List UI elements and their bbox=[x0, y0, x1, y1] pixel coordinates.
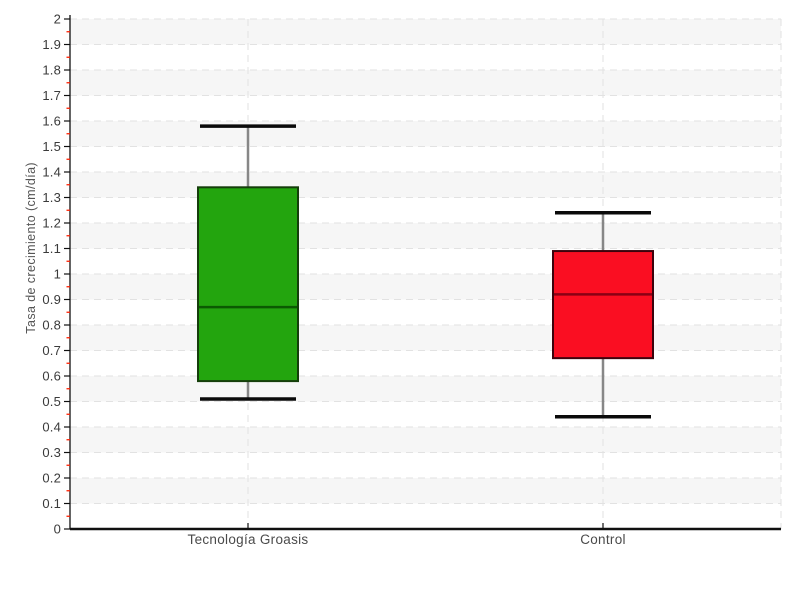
plot-band bbox=[70, 427, 781, 453]
plot-band bbox=[70, 121, 781, 147]
y-tick-label: 0.1 bbox=[42, 496, 61, 511]
y-tick-label: 0.3 bbox=[42, 445, 61, 460]
plot-band bbox=[70, 274, 781, 300]
plot-band bbox=[70, 325, 781, 351]
y-tick-label: 0.4 bbox=[42, 420, 61, 435]
y-tick-label: 0 bbox=[54, 522, 61, 537]
y-tick-label: 0.5 bbox=[42, 394, 61, 409]
y-tick-label: 0.2 bbox=[42, 471, 61, 486]
y-axis-title: Tasa de crecimiento (cm/día) bbox=[24, 162, 38, 334]
y-tick-label: 1.6 bbox=[42, 114, 61, 129]
y-tick-label: 0.9 bbox=[42, 292, 61, 307]
box-tecnolog-a-groasis bbox=[197, 186, 299, 383]
y-tick-label: 2 bbox=[54, 12, 61, 27]
x-category-label-tecnologia-groasis: Tecnología Groasis bbox=[187, 532, 309, 547]
x-category-label-control: Control bbox=[580, 532, 626, 547]
plot-band bbox=[70, 376, 781, 402]
y-tick-label: 0.6 bbox=[42, 369, 61, 384]
y-tick-label: 1.9 bbox=[42, 37, 61, 52]
plot-band bbox=[70, 478, 781, 504]
y-tick-label: 0.8 bbox=[42, 318, 61, 333]
box-control bbox=[552, 250, 654, 360]
y-tick-label: 1.5 bbox=[42, 139, 61, 154]
y-tick-label: 1 bbox=[54, 267, 61, 282]
plot-band bbox=[70, 19, 781, 45]
y-tick-label: 1.1 bbox=[42, 241, 61, 256]
y-tick-label: 1.8 bbox=[42, 63, 61, 78]
plot-band bbox=[70, 223, 781, 249]
plot-band bbox=[70, 70, 781, 96]
y-tick-label: 1.2 bbox=[42, 216, 61, 231]
y-tick-label: 0.7 bbox=[42, 343, 61, 358]
y-tick-label: 1.7 bbox=[42, 88, 61, 103]
y-tick-label: 1.4 bbox=[42, 165, 61, 180]
y-tick-label: 1.3 bbox=[42, 190, 61, 205]
plot-band bbox=[70, 172, 781, 198]
